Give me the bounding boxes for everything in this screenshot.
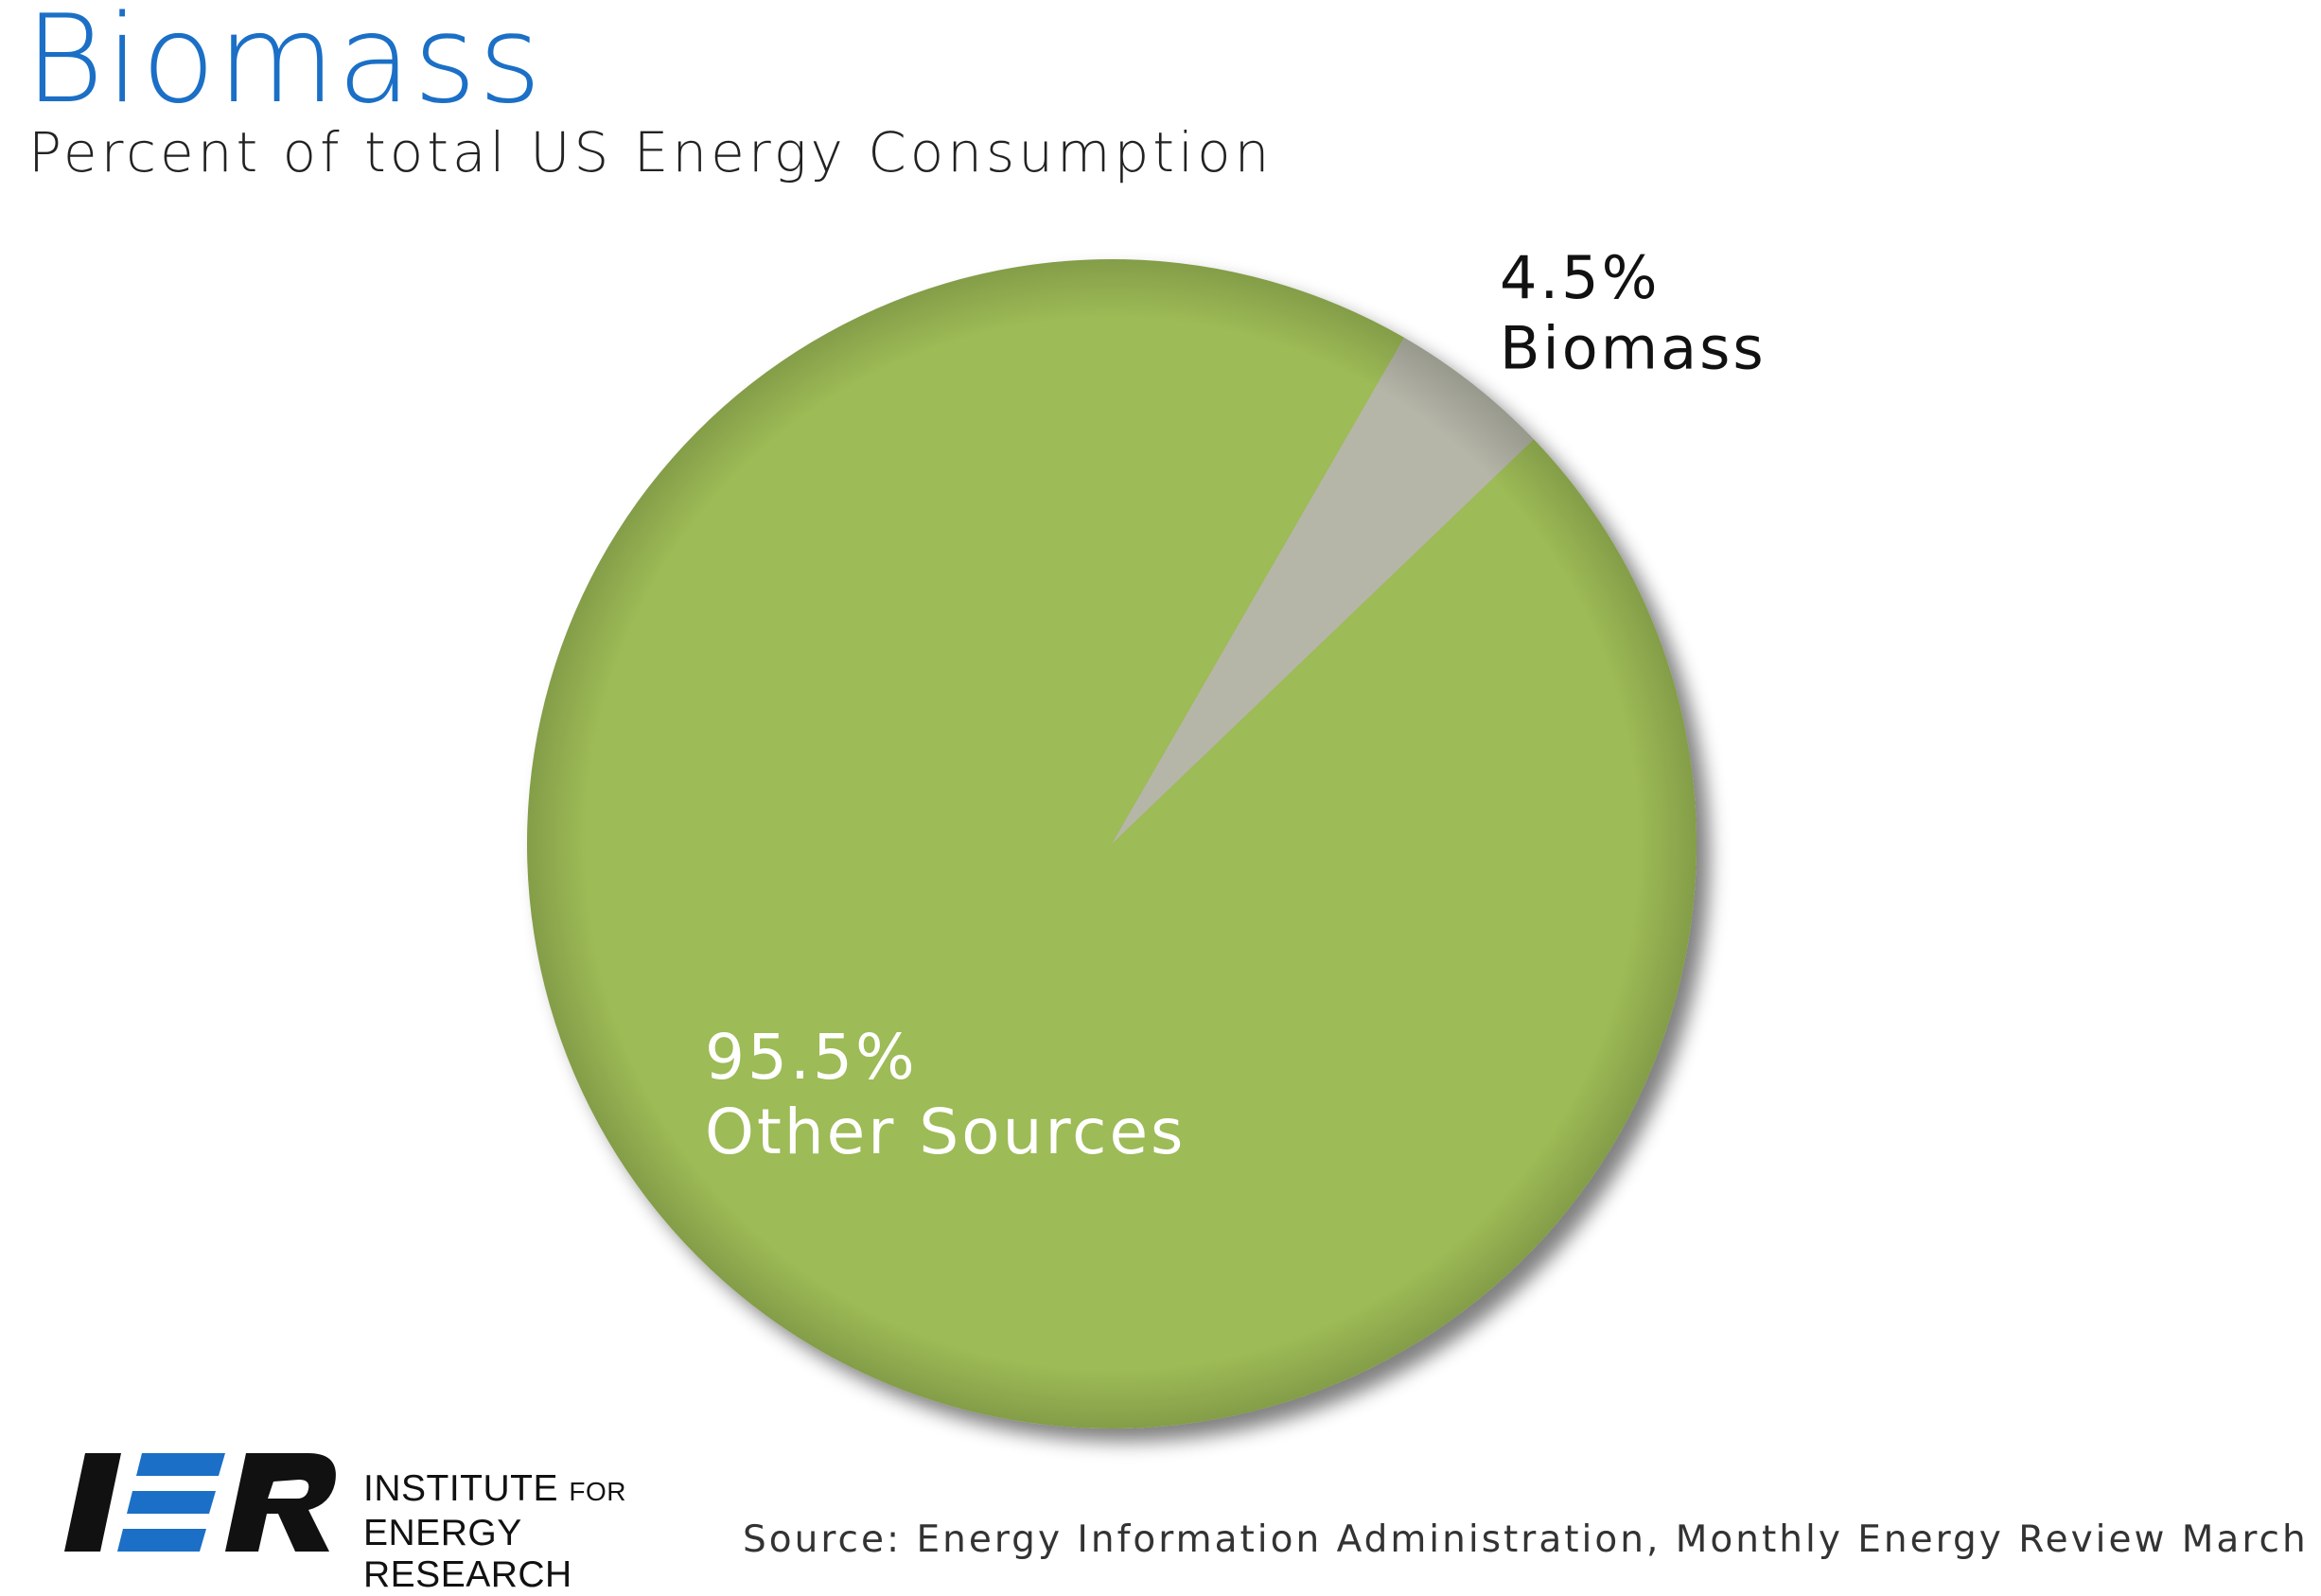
chart-subtitle: Percent of total US Energy Consumption (28, 120, 1274, 184)
ier-logo: INSTITUTE FOR ENERGY RESEARCH (64, 1446, 717, 1595)
pie-rim-shade (527, 259, 1697, 1429)
logo-line1-small: FOR (569, 1477, 626, 1506)
chart-title: Biomass (25, 0, 544, 131)
source-note: Source: Energy Information Administratio… (743, 1518, 2321, 1561)
slice-name-label-other-sources: Other Sources (705, 1096, 1186, 1168)
slice-value-label-biomass: 4.5% (1500, 243, 1661, 312)
logo-line2: ENERGY RESEARCH (363, 1513, 572, 1595)
ier-logo-mark (64, 1453, 336, 1552)
slice-value-label-other-sources: 95.5% (705, 1021, 918, 1094)
slice-name-label-biomass: Biomass (1500, 313, 1767, 382)
logo-line1: INSTITUTE (363, 1468, 558, 1509)
